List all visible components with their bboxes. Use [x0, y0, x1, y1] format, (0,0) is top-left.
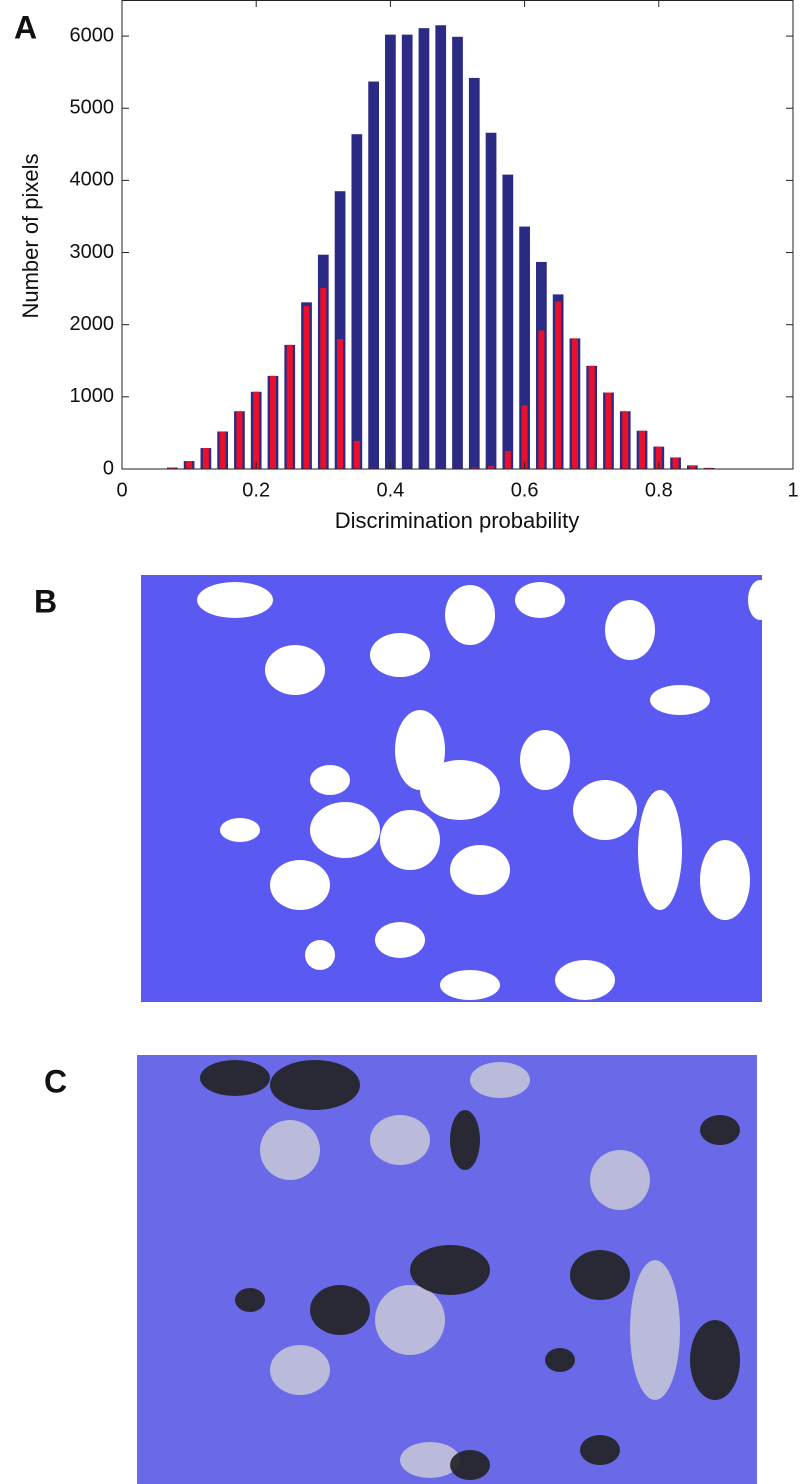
- x-tick-label: 0.4: [376, 479, 404, 501]
- y-tick-label: 1000: [70, 385, 115, 407]
- y-tick-label: 0: [103, 457, 114, 479]
- bar: [186, 461, 193, 469]
- panel-b-image: [141, 575, 772, 1002]
- bar: [320, 287, 327, 469]
- y-tick-label: 6000: [70, 24, 115, 46]
- y-tick-label: 2000: [70, 313, 115, 335]
- bar: [468, 77, 480, 470]
- bar: [502, 174, 514, 469]
- bar: [202, 448, 209, 469]
- bar: [337, 339, 344, 469]
- x-tick-label: 0: [116, 479, 127, 501]
- plot-frame: [121, 0, 794, 470]
- bar: [519, 226, 530, 469]
- y-tick-label: 3000: [70, 241, 115, 263]
- bar: [286, 344, 293, 469]
- panel-label: C: [44, 1063, 67, 1099]
- bar: [605, 392, 612, 469]
- bar: [571, 338, 578, 469]
- bar: [401, 34, 413, 469]
- bar: [418, 28, 430, 469]
- bar: [655, 446, 662, 469]
- x-axis-label: Discrimination probability: [335, 508, 580, 533]
- y-tick-label: 4000: [70, 169, 115, 191]
- bar: [353, 440, 360, 469]
- bar: [538, 330, 545, 469]
- bar: [521, 405, 528, 469]
- bar: [622, 411, 629, 469]
- bar: [588, 365, 595, 469]
- bar: [368, 81, 379, 469]
- bar: [639, 430, 646, 469]
- bar: [253, 391, 260, 469]
- bar: [269, 375, 276, 469]
- x-tick-label: 0.6: [511, 479, 539, 501]
- bar: [303, 305, 310, 469]
- bar: [488, 466, 495, 469]
- bar: [672, 457, 679, 469]
- bar: [504, 450, 511, 469]
- panel-label: A: [14, 9, 37, 45]
- panel-c-image: [137, 1055, 757, 1484]
- bar: [689, 465, 696, 469]
- bar: [334, 191, 346, 469]
- bar: [385, 34, 396, 469]
- bar: [351, 134, 363, 469]
- y-tick-label: 5000: [70, 97, 115, 119]
- y-axis-label: Number of pixels: [18, 153, 43, 318]
- x-tick-label: 0.2: [242, 479, 270, 501]
- bar: [452, 36, 463, 469]
- x-tick-label: 0.8: [645, 479, 673, 501]
- bar: [706, 467, 713, 469]
- bar: [169, 467, 176, 469]
- panel-label: B: [34, 583, 57, 619]
- bar: [471, 467, 478, 469]
- bar: [485, 132, 497, 470]
- x-tick-label: 1: [787, 479, 798, 501]
- bar: [219, 431, 226, 469]
- bar: [236, 411, 243, 469]
- bar: [435, 25, 447, 469]
- bar: [555, 301, 562, 469]
